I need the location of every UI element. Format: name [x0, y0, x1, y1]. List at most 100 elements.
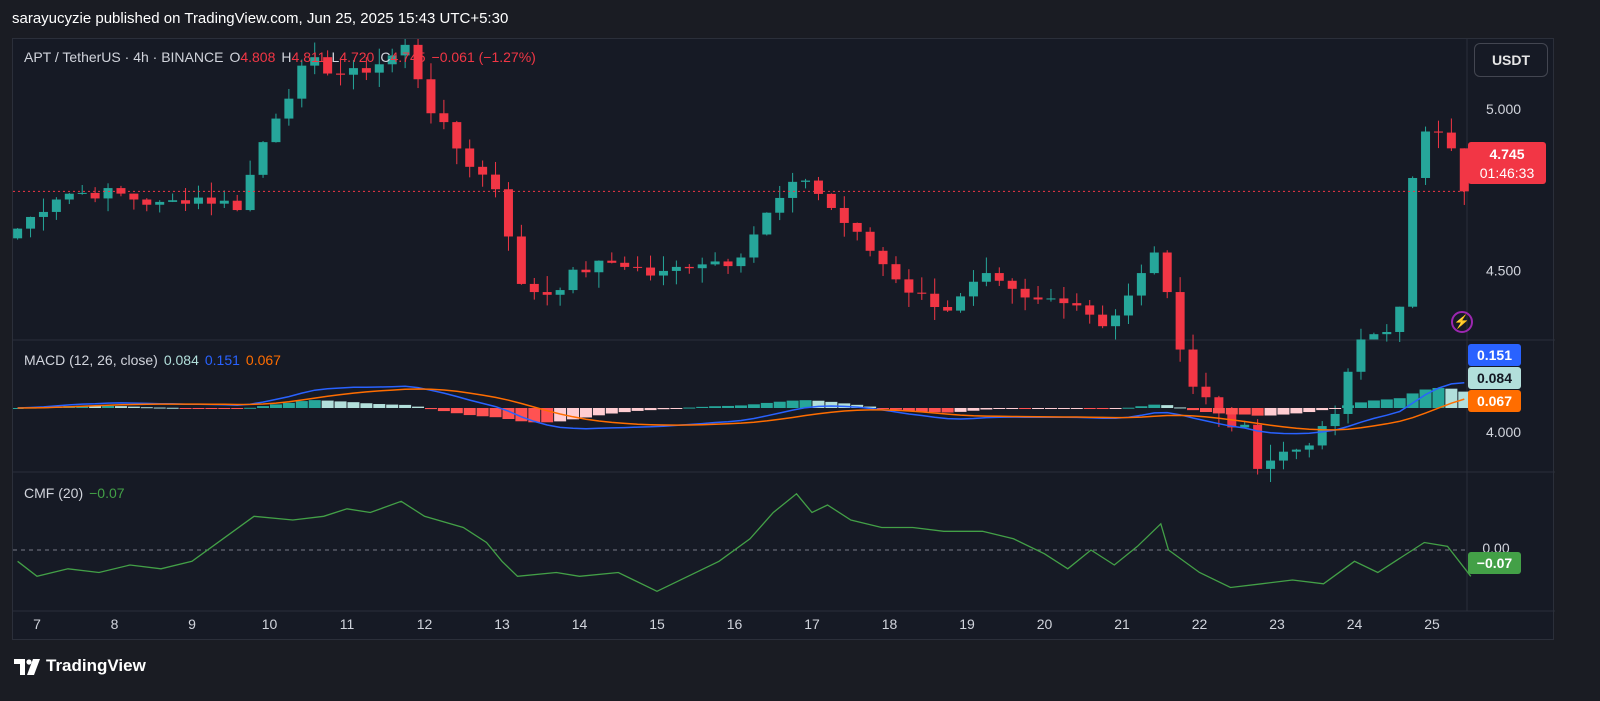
- candle: [478, 160, 488, 187]
- candle-body: [723, 261, 733, 267]
- candle-body: [697, 264, 707, 269]
- macd-hist-bar: [993, 408, 1006, 409]
- macd-hist-bar: [605, 408, 618, 414]
- candle: [749, 226, 759, 263]
- candle: [516, 224, 526, 285]
- macd-hist-bar: [696, 406, 709, 408]
- candle: [129, 193, 139, 210]
- candle-body: [1240, 424, 1250, 428]
- candle-body: [374, 64, 384, 73]
- candle-body: [968, 281, 978, 297]
- candle-body: [1304, 445, 1314, 450]
- candle-body: [607, 260, 617, 263]
- brand-name: TradingView: [46, 656, 146, 675]
- candle: [581, 261, 591, 278]
- candle: [258, 141, 268, 178]
- candle-body: [336, 73, 346, 75]
- candle: [1059, 286, 1069, 319]
- candle: [1291, 448, 1301, 460]
- date-tick: 16: [727, 616, 743, 632]
- candle-body: [1072, 303, 1082, 306]
- candle: [465, 139, 475, 178]
- candle: [1123, 283, 1133, 324]
- candle-body: [103, 188, 113, 199]
- published-info: sarayucyzie published on TradingView.com…: [12, 10, 509, 27]
- candle: [671, 260, 681, 285]
- candle: [336, 59, 346, 86]
- candle-body: [1459, 148, 1469, 192]
- candle-body: [348, 68, 358, 75]
- macd-hist-bar: [592, 408, 605, 416]
- candle-body: [426, 79, 436, 114]
- candle-body: [542, 292, 552, 295]
- currency-button[interactable]: USDT: [1474, 43, 1548, 77]
- candle-body: [956, 296, 966, 311]
- macd-hist-bar: [1238, 408, 1251, 415]
- candle: [387, 48, 397, 73]
- candle: [38, 198, 48, 231]
- candle: [568, 266, 578, 294]
- macd-hist-bar: [102, 405, 115, 408]
- cmf-value: −0.07: [89, 485, 125, 501]
- candle: [930, 278, 940, 320]
- tradingview-logo[interactable]: TradingView: [14, 656, 146, 676]
- symbol-label[interactable]: APT / TetherUS · 4h · BINANCE: [24, 49, 224, 65]
- candle-body: [90, 192, 100, 199]
- date-tick: 20: [1037, 616, 1053, 632]
- date-tick: 15: [649, 616, 665, 632]
- candle: [891, 256, 901, 284]
- macd-hist-bar: [205, 408, 218, 409]
- candle-body: [529, 283, 539, 293]
- high-label: H: [281, 49, 292, 65]
- candle-body: [1020, 288, 1030, 298]
- candle-body: [1046, 298, 1056, 300]
- macd-hist-bar: [631, 408, 644, 411]
- candle-body: [671, 266, 681, 271]
- candle: [13, 228, 23, 240]
- candle: [658, 256, 668, 286]
- candle-body: [1201, 386, 1211, 398]
- price-tick: 5.000: [1486, 101, 1521, 117]
- macd-hist-bar: [153, 407, 166, 409]
- candle: [697, 257, 707, 283]
- macd-name[interactable]: MACD (12, 26, close): [24, 352, 158, 368]
- candle: [1395, 306, 1405, 343]
- lightning-icon[interactable]: ⚡: [1451, 311, 1473, 333]
- candle-body: [594, 260, 604, 273]
- candle-body: [1188, 349, 1198, 387]
- macd-hist-bar: [1083, 408, 1096, 409]
- macd-hist-bar: [799, 400, 812, 408]
- close-label: C: [380, 49, 391, 65]
- candle: [1098, 305, 1108, 329]
- chart-canvas[interactable]: 4.000 4.500 5.000 7 8 9 10 11 12 13 14 15 16 17 18 19 20…: [13, 39, 1555, 641]
- macd-hist-bar: [269, 404, 282, 408]
- candle: [633, 256, 643, 272]
- candle-body: [465, 148, 475, 167]
- candle-body: [1162, 252, 1172, 293]
- signal-value-label: 0.067: [1468, 390, 1521, 412]
- candle-body: [839, 207, 849, 223]
- candle: [956, 292, 966, 313]
- candle-body: [1253, 424, 1263, 469]
- candle-body: [284, 98, 294, 119]
- macd-hist-bar: [1006, 408, 1019, 409]
- macd-hist-bar: [373, 404, 386, 408]
- candle-body: [1382, 331, 1392, 335]
- candle-body: [1085, 305, 1095, 315]
- candle: [813, 176, 823, 201]
- candle-body: [581, 269, 591, 273]
- cmf-name[interactable]: CMF (20): [24, 485, 84, 501]
- candle-body: [826, 193, 836, 208]
- open-value: 4.808: [240, 49, 276, 65]
- chart-area[interactable]: 4.000 4.500 5.000 7 8 9 10 11 12 13 14 15 16 17 18 19 20…: [12, 38, 1555, 641]
- macd-hist-bar: [1303, 408, 1316, 413]
- candle-body: [1395, 306, 1405, 332]
- candle-body: [891, 264, 901, 280]
- candle-body: [181, 200, 191, 204]
- candle: [245, 160, 255, 212]
- candle-body: [646, 267, 656, 276]
- macd-hist-bar: [709, 406, 722, 408]
- candle: [1188, 334, 1198, 394]
- candle-body: [51, 199, 61, 212]
- candle-body: [775, 197, 785, 213]
